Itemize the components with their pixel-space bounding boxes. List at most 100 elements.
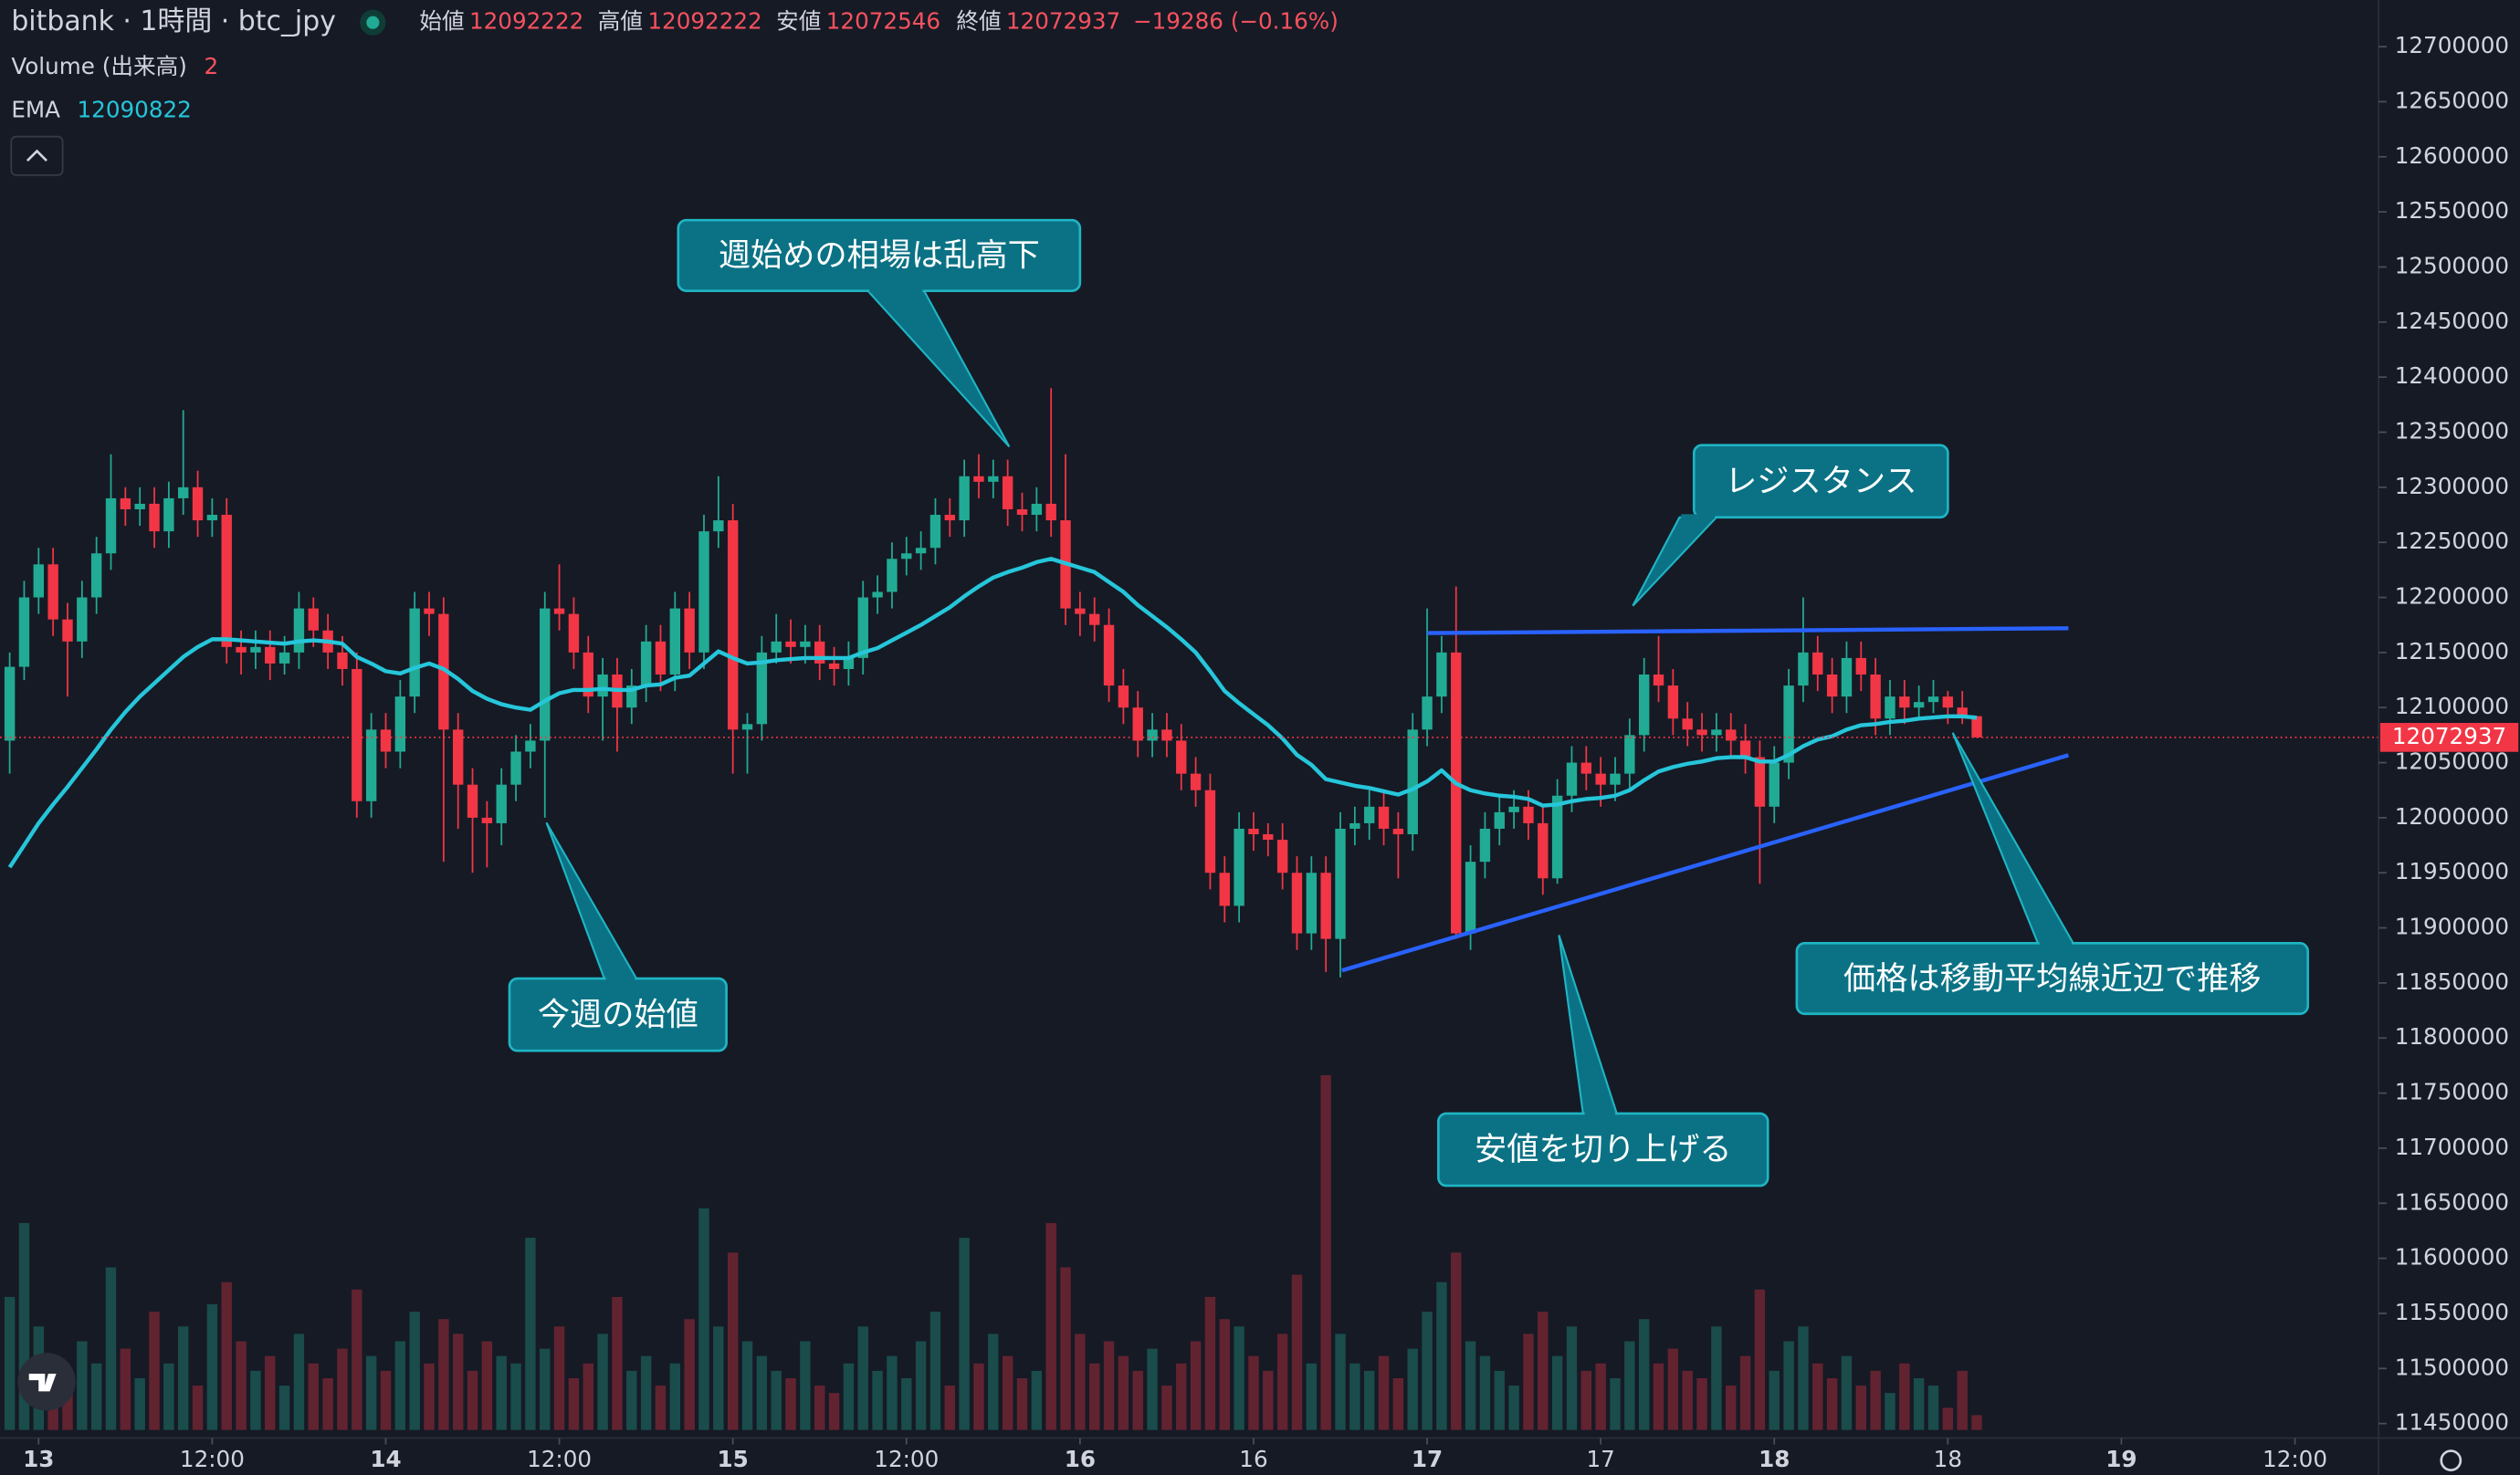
status-dot bbox=[366, 16, 380, 29]
volume-bar bbox=[1653, 1363, 1664, 1430]
candle-body bbox=[741, 724, 753, 730]
volume-bar bbox=[583, 1363, 593, 1430]
ema-value: 12090822 bbox=[77, 97, 191, 123]
volume-bar bbox=[1335, 1334, 1346, 1430]
last-price-badge bbox=[2379, 723, 2519, 752]
volume-bar bbox=[1234, 1326, 1244, 1430]
volume-bar bbox=[988, 1334, 999, 1430]
volume-bar bbox=[828, 1393, 840, 1430]
candle-body bbox=[1769, 762, 1780, 807]
candle-body bbox=[1798, 652, 1809, 686]
candle-body bbox=[1870, 675, 1881, 719]
volume-bar bbox=[250, 1370, 261, 1430]
volume-bar bbox=[1204, 1296, 1216, 1430]
candle-body bbox=[1595, 773, 1606, 785]
volume-bar bbox=[684, 1319, 695, 1430]
volume-bar bbox=[192, 1386, 204, 1430]
volume-bar bbox=[1045, 1222, 1056, 1430]
candle-body bbox=[1422, 696, 1433, 730]
y-tick-label: 12450000 bbox=[2395, 308, 2509, 334]
candle-body bbox=[337, 652, 348, 669]
high-value: 12092222 bbox=[647, 8, 761, 35]
volume-bar bbox=[1667, 1348, 1679, 1430]
candle-body bbox=[915, 548, 927, 554]
candle-body bbox=[1219, 873, 1230, 906]
volume-bar bbox=[713, 1326, 724, 1430]
candle-body bbox=[308, 608, 319, 631]
volume-bar bbox=[1103, 1341, 1115, 1430]
candle-body bbox=[1566, 762, 1578, 796]
x-tick-label: 18 bbox=[1759, 1446, 1790, 1472]
volume-bar bbox=[163, 1363, 174, 1430]
volume-bar bbox=[1826, 1377, 1838, 1430]
candle-body bbox=[828, 663, 840, 669]
y-tick-label: 12200000 bbox=[2395, 583, 2509, 610]
collapse-button[interactable] bbox=[10, 135, 64, 176]
volume-bar bbox=[1769, 1370, 1780, 1430]
candle-body bbox=[1002, 476, 1013, 509]
candle-body bbox=[1826, 675, 1838, 697]
candle-body bbox=[1942, 696, 1954, 708]
logo bbox=[28, 1374, 57, 1392]
volume-bar bbox=[4, 1296, 16, 1430]
y-tick-label: 11700000 bbox=[2395, 1134, 2509, 1160]
candle-body bbox=[1392, 828, 1404, 834]
volume-bar bbox=[1595, 1363, 1606, 1430]
change-value: −19286 (−0.16%) bbox=[1133, 8, 1339, 35]
volume-bar bbox=[77, 1341, 88, 1430]
settings-icon[interactable] bbox=[2440, 1449, 2462, 1471]
callout-text: 安値を切り上げる bbox=[1475, 1131, 1732, 1168]
volume-bar bbox=[1436, 1281, 1447, 1430]
volume-bar bbox=[496, 1355, 507, 1430]
candle-body bbox=[149, 503, 160, 532]
candle-body bbox=[394, 696, 406, 752]
volume-bar bbox=[1913, 1377, 1925, 1430]
callout-seam bbox=[1681, 514, 1716, 519]
price-pane bbox=[0, 388, 2379, 978]
volume-bar bbox=[1580, 1370, 1592, 1430]
volume-bar bbox=[525, 1238, 536, 1430]
candle-body bbox=[236, 646, 247, 653]
candle-body bbox=[1927, 696, 1939, 703]
candle-body bbox=[1031, 503, 1043, 516]
volume-bar bbox=[1320, 1074, 1331, 1430]
y-tick-label: 11750000 bbox=[2395, 1079, 2509, 1105]
close-label: 終値 bbox=[956, 8, 1001, 35]
x-tick-label: 18 bbox=[1934, 1446, 1962, 1472]
volume-bar bbox=[1870, 1370, 1881, 1430]
y-tick-label: 12100000 bbox=[2395, 693, 2509, 719]
volume-bar bbox=[1161, 1386, 1172, 1430]
candle-body bbox=[1147, 729, 1158, 741]
candle-body bbox=[250, 646, 261, 653]
candle-body bbox=[1204, 790, 1216, 873]
candle-body bbox=[1538, 822, 1549, 879]
y-tick-label: 12150000 bbox=[2395, 638, 2509, 664]
candle-body bbox=[1624, 735, 1635, 774]
y-tick-label: 12300000 bbox=[2395, 473, 2509, 499]
candle-body bbox=[973, 476, 984, 482]
volume-bar bbox=[1060, 1267, 1071, 1430]
candle-body bbox=[1653, 675, 1664, 686]
volume-label: Volume (出来高) bbox=[11, 53, 187, 79]
candle-body bbox=[4, 666, 16, 741]
volume-bar bbox=[1855, 1386, 1867, 1430]
volume-bar bbox=[1089, 1363, 1100, 1430]
y-tick-label: 12650000 bbox=[2395, 87, 2509, 113]
candle-body bbox=[206, 515, 218, 521]
candle-body bbox=[1349, 822, 1360, 829]
volume-bar bbox=[1002, 1355, 1013, 1430]
volume-bar bbox=[901, 1377, 912, 1430]
volume-bar bbox=[308, 1363, 319, 1430]
candle-body bbox=[1638, 675, 1650, 736]
candle-body bbox=[1783, 685, 1794, 763]
candle-body bbox=[1682, 718, 1693, 730]
volume-bar bbox=[1726, 1386, 1737, 1430]
candle-body bbox=[192, 486, 204, 521]
volume-bar bbox=[655, 1386, 667, 1430]
volume-bar bbox=[553, 1326, 565, 1430]
candle-body bbox=[1739, 740, 1751, 758]
volume-bar bbox=[467, 1370, 478, 1430]
volume-bar bbox=[352, 1289, 362, 1430]
